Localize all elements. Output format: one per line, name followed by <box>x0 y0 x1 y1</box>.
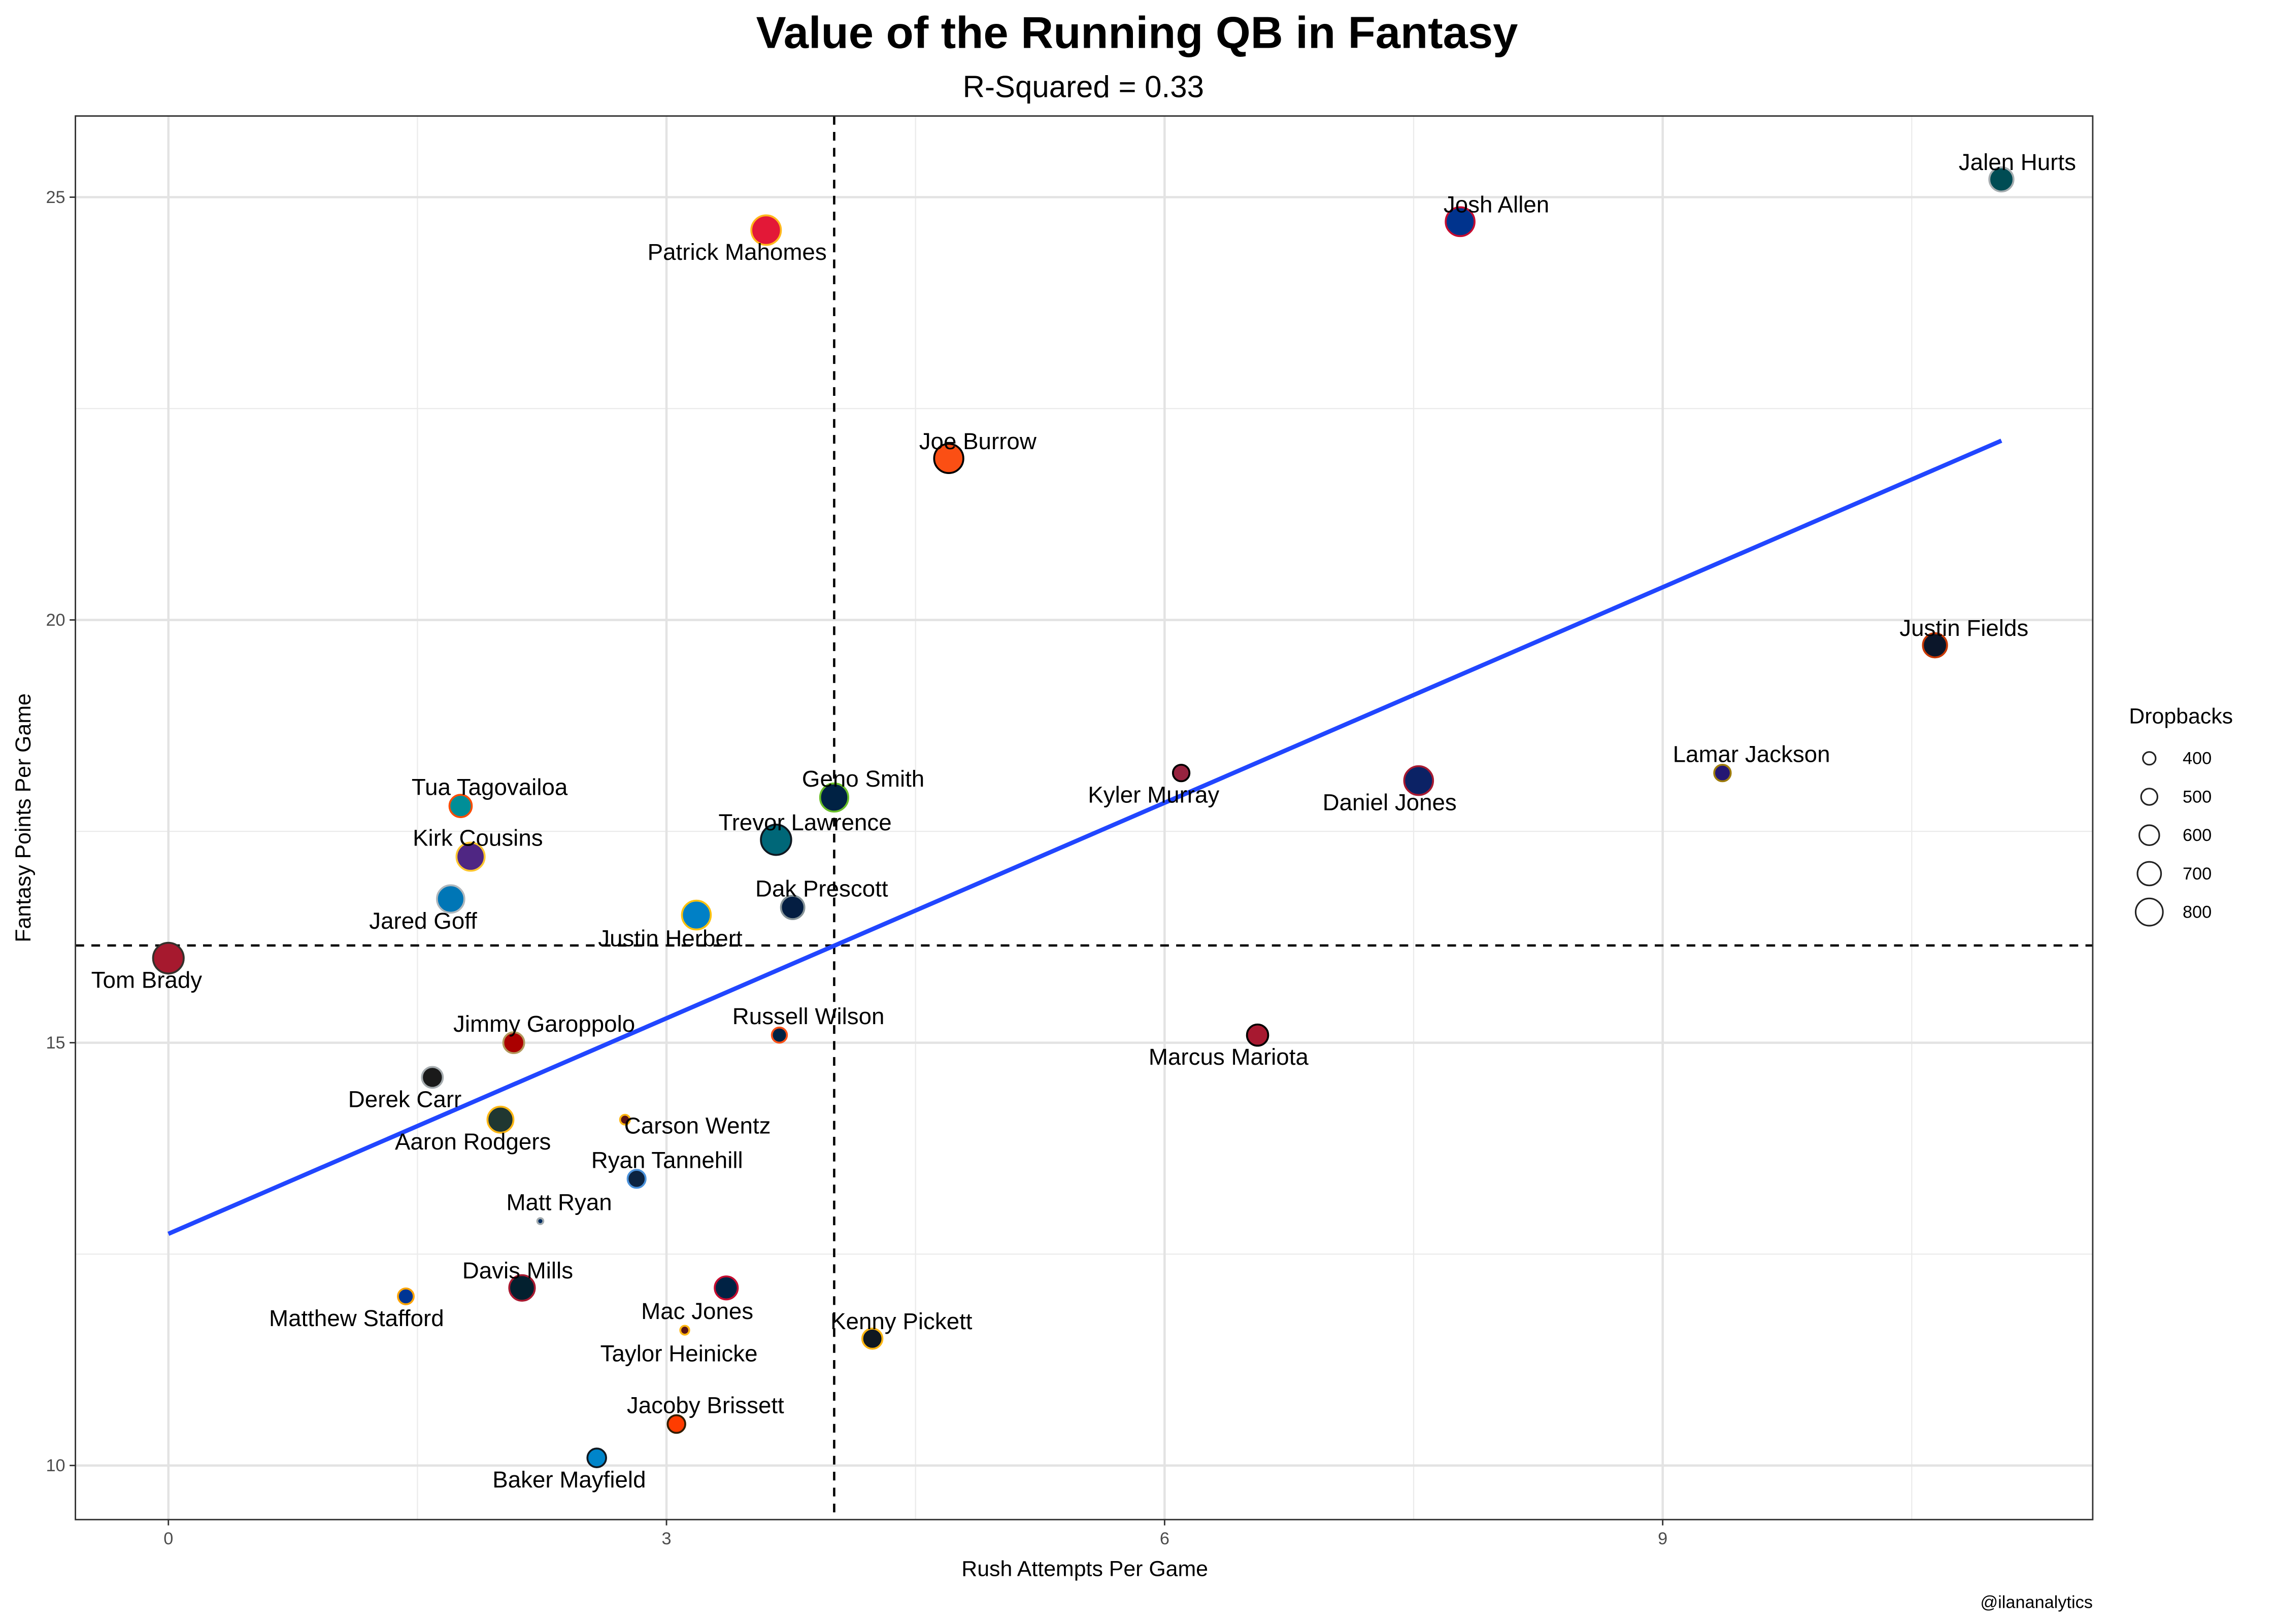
point-label: Baker Mayfield <box>492 1467 646 1493</box>
data-point <box>586 1447 607 1468</box>
legend-size-key <box>2142 751 2157 766</box>
data-point <box>1713 763 1732 783</box>
data-point <box>486 1105 515 1134</box>
data-point <box>626 1169 647 1189</box>
point-label: Daniel Jones <box>1323 790 1457 816</box>
point-label: Matthew Stafford <box>269 1305 444 1331</box>
point-label: Geno Smith <box>802 766 924 792</box>
point-label: Jared Goff <box>369 908 477 934</box>
data-point <box>152 941 185 975</box>
point-label: Matt Ryan <box>506 1190 612 1215</box>
legend-size-key <box>2140 788 2158 806</box>
point-label: Joe Burrow <box>919 428 1037 454</box>
data-point <box>760 824 792 856</box>
x-tick-label: 9 <box>1658 1529 1667 1548</box>
x-tick-label: 6 <box>1160 1529 1169 1548</box>
point-label: Russell Wilson <box>732 1003 885 1029</box>
data-point <box>681 899 712 931</box>
trend-line <box>168 438 2002 1236</box>
data-point <box>933 443 964 474</box>
legend-label: 600 <box>2183 826 2212 845</box>
data-point <box>679 1325 690 1336</box>
grid-lines <box>75 116 2093 1520</box>
y-tick-label: 15 <box>46 1033 65 1053</box>
data-point <box>1172 763 1191 783</box>
data-point <box>536 1217 545 1225</box>
point-label: Jalen Hurts <box>1959 149 2076 175</box>
data-point <box>1988 166 2015 193</box>
point-label: Trevor Lawrence <box>718 809 891 835</box>
legend-label: 500 <box>2183 787 2212 806</box>
y-tick-label: 10 <box>46 1456 65 1475</box>
point-label: Jimmy Garoppolo <box>453 1011 635 1037</box>
y-axis-label: Fantasy Points Per Game <box>11 693 36 942</box>
data-point <box>448 794 473 818</box>
data-point <box>750 214 782 246</box>
point-label: Dak Prescott <box>755 876 888 902</box>
x-axis-label: Rush Attempts Per Game <box>961 1557 1208 1581</box>
data-point <box>666 1414 686 1434</box>
legend-label: 400 <box>2183 749 2212 768</box>
data-point <box>1403 765 1434 796</box>
data-point <box>502 1031 525 1055</box>
point-label: Josh Allen <box>1444 191 1549 217</box>
data-point <box>819 782 849 813</box>
point-label: Jacoby Brissett <box>627 1393 784 1418</box>
legend-title: Dropbacks <box>2129 704 2233 729</box>
point-label: Lamar Jackson <box>1673 741 1830 767</box>
plot-border <box>75 115 2094 1520</box>
y-tick-label: 20 <box>46 611 65 630</box>
legend-size-key <box>2138 824 2160 846</box>
data-point <box>1922 632 1948 659</box>
point-label: Taylor Heinicke <box>600 1341 758 1367</box>
legend-label: 700 <box>2183 864 2212 884</box>
y-axis-ticks: 10 15 20 25 <box>46 188 76 1475</box>
y-tick-label: 25 <box>46 188 65 207</box>
data-point <box>397 1288 415 1305</box>
point-label: Carson Wentz <box>624 1112 771 1138</box>
point-label: Ryan Tannehill <box>591 1147 743 1173</box>
size-legend: Dropbacks 400 500 600 700 800 <box>2129 704 2233 927</box>
data-point <box>1445 206 1476 238</box>
data-point <box>455 841 486 872</box>
x-tick-label: 3 <box>662 1529 672 1548</box>
legend-size-key <box>2136 861 2162 887</box>
point-label: Mac Jones <box>641 1298 753 1324</box>
legend-label: 800 <box>2183 903 2212 922</box>
chart-title: Value of the Running QB in Fantasy <box>756 7 1518 57</box>
data-point <box>436 884 465 914</box>
data-point <box>861 1328 884 1350</box>
data-point <box>771 1026 788 1044</box>
data-point <box>508 1274 536 1302</box>
point-label: Patrick Mahomes <box>648 239 827 265</box>
data-points <box>152 166 2015 1468</box>
legend-size-key <box>2134 897 2164 927</box>
x-axis-ticks: 0 3 6 9 <box>163 1519 1667 1548</box>
point-label: Aaron Rodgers <box>395 1129 551 1155</box>
data-point <box>1246 1023 1269 1047</box>
point-label: Kyler Murray <box>1088 782 1219 808</box>
point-label: Marcus Mariota <box>1149 1044 1309 1070</box>
point-label: Kirk Cousins <box>413 825 543 851</box>
point-label: Derek Carr <box>348 1086 461 1112</box>
reference-lines <box>75 116 2093 1520</box>
point-label: Kenny Pickett <box>830 1308 973 1334</box>
x-tick-label: 0 <box>163 1529 173 1548</box>
chart-subtitle: R-Squared = 0.33 <box>963 70 1204 104</box>
data-point <box>619 1113 631 1126</box>
point-label: Tom Brady <box>91 967 203 993</box>
point-label: Justin Fields <box>1899 615 2028 641</box>
caption: @ilananalytics <box>1980 1593 2092 1612</box>
point-label: Davis Mills <box>462 1258 573 1283</box>
data-point <box>421 1066 444 1089</box>
point-labels: Jalen Hurts Josh Allen Patrick Mahomes Joe … <box>91 149 2076 1493</box>
trend-line-group <box>168 438 2002 1236</box>
point-label: Tua Tagovailoa <box>412 774 568 800</box>
data-point <box>780 895 806 920</box>
data-point <box>714 1275 739 1301</box>
point-label: Justin Herbert <box>598 925 743 951</box>
